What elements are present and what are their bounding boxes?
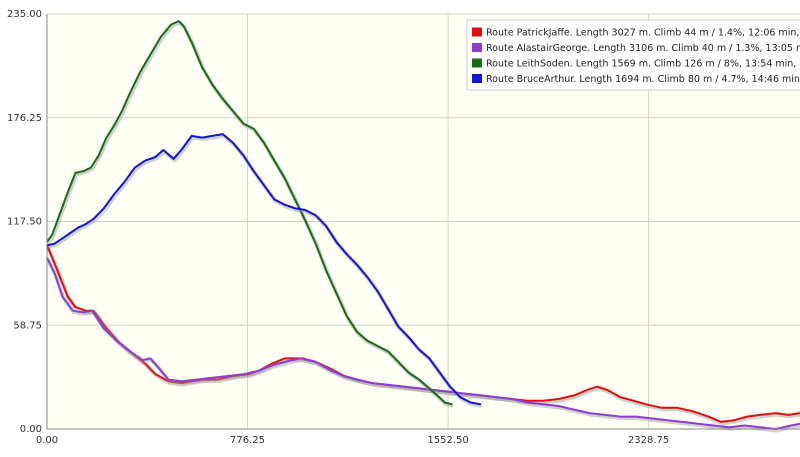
x-tick-label: 1552.50 [427, 435, 468, 446]
legend-entry[interactable]: Route LeithSoden. Length 1569 m. Climb 1… [486, 59, 800, 70]
y-tick-label: 0.00 [20, 424, 42, 435]
legend-entry[interactable]: Route PatrickJaffe. Length 3027 m. Climb… [486, 28, 800, 39]
tick-labels: 0.00 58.75 117.50 176.25 235.00 0.00 776.25 155… [7, 9, 669, 446]
series-line-1 [46, 257, 800, 430]
grid [47, 13, 800, 429]
legend-swatch [472, 58, 482, 68]
legend-swatch [472, 74, 482, 83]
series-line-3 [46, 133, 482, 406]
axes [46, 14, 800, 430]
y-tick-label: 58.75 [13, 320, 42, 331]
series-line-2 [46, 20, 453, 406]
y-tick-label: 176.25 [7, 113, 42, 124]
y-tick-label: 117.50 [7, 217, 42, 228]
legend-box [466, 19, 800, 91]
y-tick-label: 235.00 [7, 9, 42, 20]
x-tick-label: 2328.75 [628, 435, 669, 446]
legend[interactable]: Route PatrickJaffe. Length 3027 m. Climb… [466, 19, 800, 91]
x-tick-label: 776.25 [230, 435, 265, 446]
legend-swatch [472, 27, 482, 37]
legend-entry[interactable]: Route BruceArthur. Length 1694 m. Climb … [486, 74, 800, 85]
legend-swatch [472, 43, 482, 52]
legend-entry[interactable]: Route AlastairGeorge. Length 3106 m. Cli… [486, 43, 800, 54]
series-lines [46, 20, 800, 433]
series-shadow [46, 258, 800, 433]
x-tick-label: 0.00 [36, 435, 58, 446]
